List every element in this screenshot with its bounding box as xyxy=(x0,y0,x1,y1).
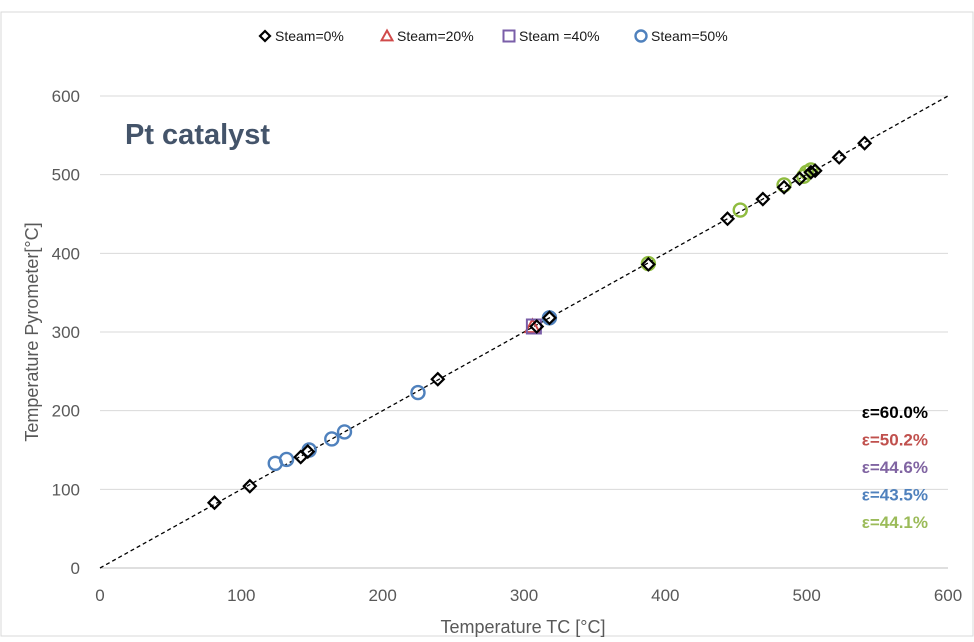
data-point xyxy=(242,478,258,494)
data-point xyxy=(857,135,873,151)
series-layer xyxy=(206,135,873,511)
data-point xyxy=(776,179,792,195)
data-point xyxy=(410,384,426,401)
data-point xyxy=(803,164,819,180)
y-tick-label: 0 xyxy=(71,559,80,578)
data-point xyxy=(803,162,819,178)
data-point xyxy=(336,424,353,440)
data-point xyxy=(776,177,792,193)
y-tick-label: 200 xyxy=(52,402,80,421)
x-tick-label: 100 xyxy=(227,586,255,605)
data-point xyxy=(732,202,748,218)
x-tick-label: 400 xyxy=(651,586,679,605)
legend-marker xyxy=(634,29,648,43)
catalyst-annotation: Pt catalyst xyxy=(125,119,270,151)
data-point xyxy=(831,149,847,165)
x-tick-label: 500 xyxy=(792,586,820,605)
data-point xyxy=(719,211,736,227)
legend-label: Steam=50% xyxy=(651,28,728,44)
chart-border xyxy=(0,11,974,637)
legend-marker xyxy=(502,29,516,43)
x-tick-label: 600 xyxy=(934,586,962,605)
data-point xyxy=(640,256,656,272)
legend-label: Steam=0% xyxy=(275,28,344,44)
tick-labels: 0 100 200 300 400 500 600 0 100 200 300 400 500 600 xyxy=(52,87,963,605)
y-tick-label: 400 xyxy=(52,244,80,263)
data-point xyxy=(525,318,542,335)
emissivity-label: ε=43.5% xyxy=(862,486,928,505)
legend-marker xyxy=(258,29,272,43)
y-axis-title: Temperature Pyrometer[°C] xyxy=(22,222,42,441)
y-tick-label: 600 xyxy=(52,87,80,106)
x-tick-label: 200 xyxy=(368,586,396,605)
legend-marker xyxy=(379,28,395,42)
x-axis-title: Temperature TC [°C] xyxy=(441,617,606,637)
data-point xyxy=(807,163,823,179)
series-2 xyxy=(525,318,542,335)
series-1 xyxy=(523,317,542,334)
x-tick-label: 300 xyxy=(510,586,538,605)
legend-item: Steam=20% xyxy=(379,28,474,44)
legend-item: Steam =40% xyxy=(502,28,600,44)
data-point xyxy=(206,495,223,511)
data-point xyxy=(324,431,340,447)
x-tick-label: 0 xyxy=(95,586,104,605)
data-point xyxy=(541,310,557,326)
series-0 xyxy=(206,135,873,511)
y-tick-label: 100 xyxy=(52,480,80,499)
emissivity-labels: ε=60.0% ε=50.2% ε=44.6% ε=43.5% ε=44.1% xyxy=(862,403,928,532)
emissivity-label: ε=50.2% xyxy=(862,431,928,450)
legend-label: Steam=20% xyxy=(397,28,474,44)
emissivity-label: ε=44.6% xyxy=(862,458,928,477)
data-point xyxy=(430,371,446,387)
legend-item: Steam=50% xyxy=(634,28,728,44)
legend-item: Steam=0% xyxy=(258,28,344,44)
emissivity-label: ε=44.1% xyxy=(862,513,928,532)
data-point xyxy=(523,317,542,334)
data-point xyxy=(529,318,545,335)
emissivity-label: ε=60.0% xyxy=(862,403,928,422)
legend: Steam=0% Steam=20% Steam =40% Steam=50% xyxy=(258,28,728,44)
data-point xyxy=(755,191,771,207)
data-point xyxy=(300,444,316,460)
y-tick-label: 300 xyxy=(52,323,80,342)
y-tick-label: 500 xyxy=(52,166,80,185)
data-point xyxy=(792,171,808,187)
data-point xyxy=(278,451,295,468)
legend-label: Steam =40% xyxy=(519,28,600,44)
